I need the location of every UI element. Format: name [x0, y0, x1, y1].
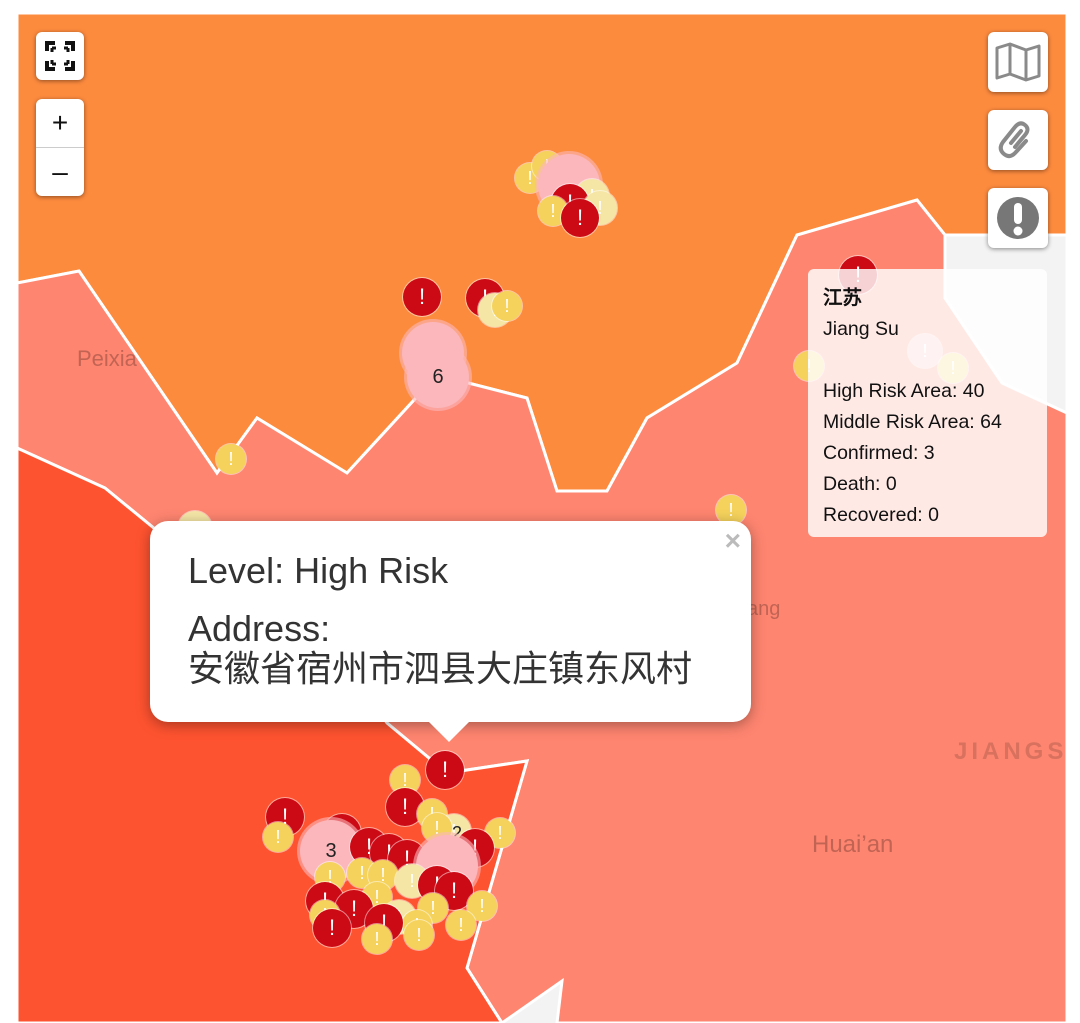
marker-high-risk[interactable]: !: [435, 872, 473, 910]
marker-popup: × Level: High Risk Address: 安徽省宿州市泗县大庄镇东…: [150, 521, 751, 742]
death-count: Death: 0: [823, 473, 897, 495]
zoom-control: + –: [36, 99, 84, 196]
zoom-out-button[interactable]: –: [52, 156, 68, 187]
popup-tip: [427, 720, 471, 742]
marker-middle-risk[interactable]: !: [362, 924, 392, 954]
high-risk-count: High Risk Area: 40: [823, 380, 985, 402]
region-name-en: Jiang Su: [823, 318, 899, 340]
risk-map[interactable]: Peixia ang JIANGS Huai’an ! ! ! ! ! ! ! …: [17, 13, 1067, 1023]
map-label-peixian: Peixia: [77, 346, 137, 371]
map-layers-button[interactable]: [988, 32, 1048, 92]
confirmed-count: Confirmed: 3: [823, 442, 935, 464]
map-label-huaian: Huai’an: [812, 831, 894, 858]
marker-middle-risk[interactable]: !: [216, 444, 246, 474]
fullscreen-button[interactable]: [36, 32, 84, 80]
exclamation-icon: [997, 197, 1039, 239]
marker-middle-risk[interactable]: !: [404, 920, 434, 950]
marker-middle-risk[interactable]: !: [716, 495, 746, 525]
share-link-button[interactable]: [988, 110, 1048, 170]
marker-high-risk[interactable]: !: [403, 278, 441, 316]
map-label-jiang: ang: [747, 598, 781, 620]
marker-cluster[interactable]: 6: [407, 346, 469, 408]
middle-risk-count: Middle Risk Area: 64: [823, 411, 1002, 433]
popup-level: Level: High Risk: [188, 550, 449, 591]
region-info-panel: 江苏 Jiang Su High Risk Area: 40 Middle Ri…: [808, 269, 1047, 537]
region-name-cn: 江苏: [823, 287, 863, 309]
marker-middle-risk[interactable]: !: [263, 822, 293, 852]
cluster-count[interactable]: 2: [451, 822, 462, 843]
map-icon: [995, 42, 1041, 82]
fullscreen-icon: [45, 41, 75, 71]
popup-close-button[interactable]: ×: [724, 525, 741, 556]
marker-high-risk[interactable]: !: [561, 199, 599, 237]
marker-middle-risk[interactable]: !: [492, 291, 522, 321]
recovered-count: Recovered: 0: [823, 504, 939, 526]
notice-button[interactable]: [988, 188, 1048, 248]
map-label-jiangsu: JIANGS: [954, 738, 1067, 765]
marker-high-risk[interactable]: !: [313, 909, 351, 947]
marker-high-risk[interactable]: !: [426, 751, 464, 789]
popup-address-value: 安徽省宿州市泗县大庄镇东风村: [188, 648, 693, 689]
popup-address-label: Address:: [188, 608, 331, 649]
zoom-in-button[interactable]: +: [36, 99, 84, 148]
link-icon: [998, 121, 1030, 159]
marker-middle-risk[interactable]: !: [446, 910, 476, 940]
